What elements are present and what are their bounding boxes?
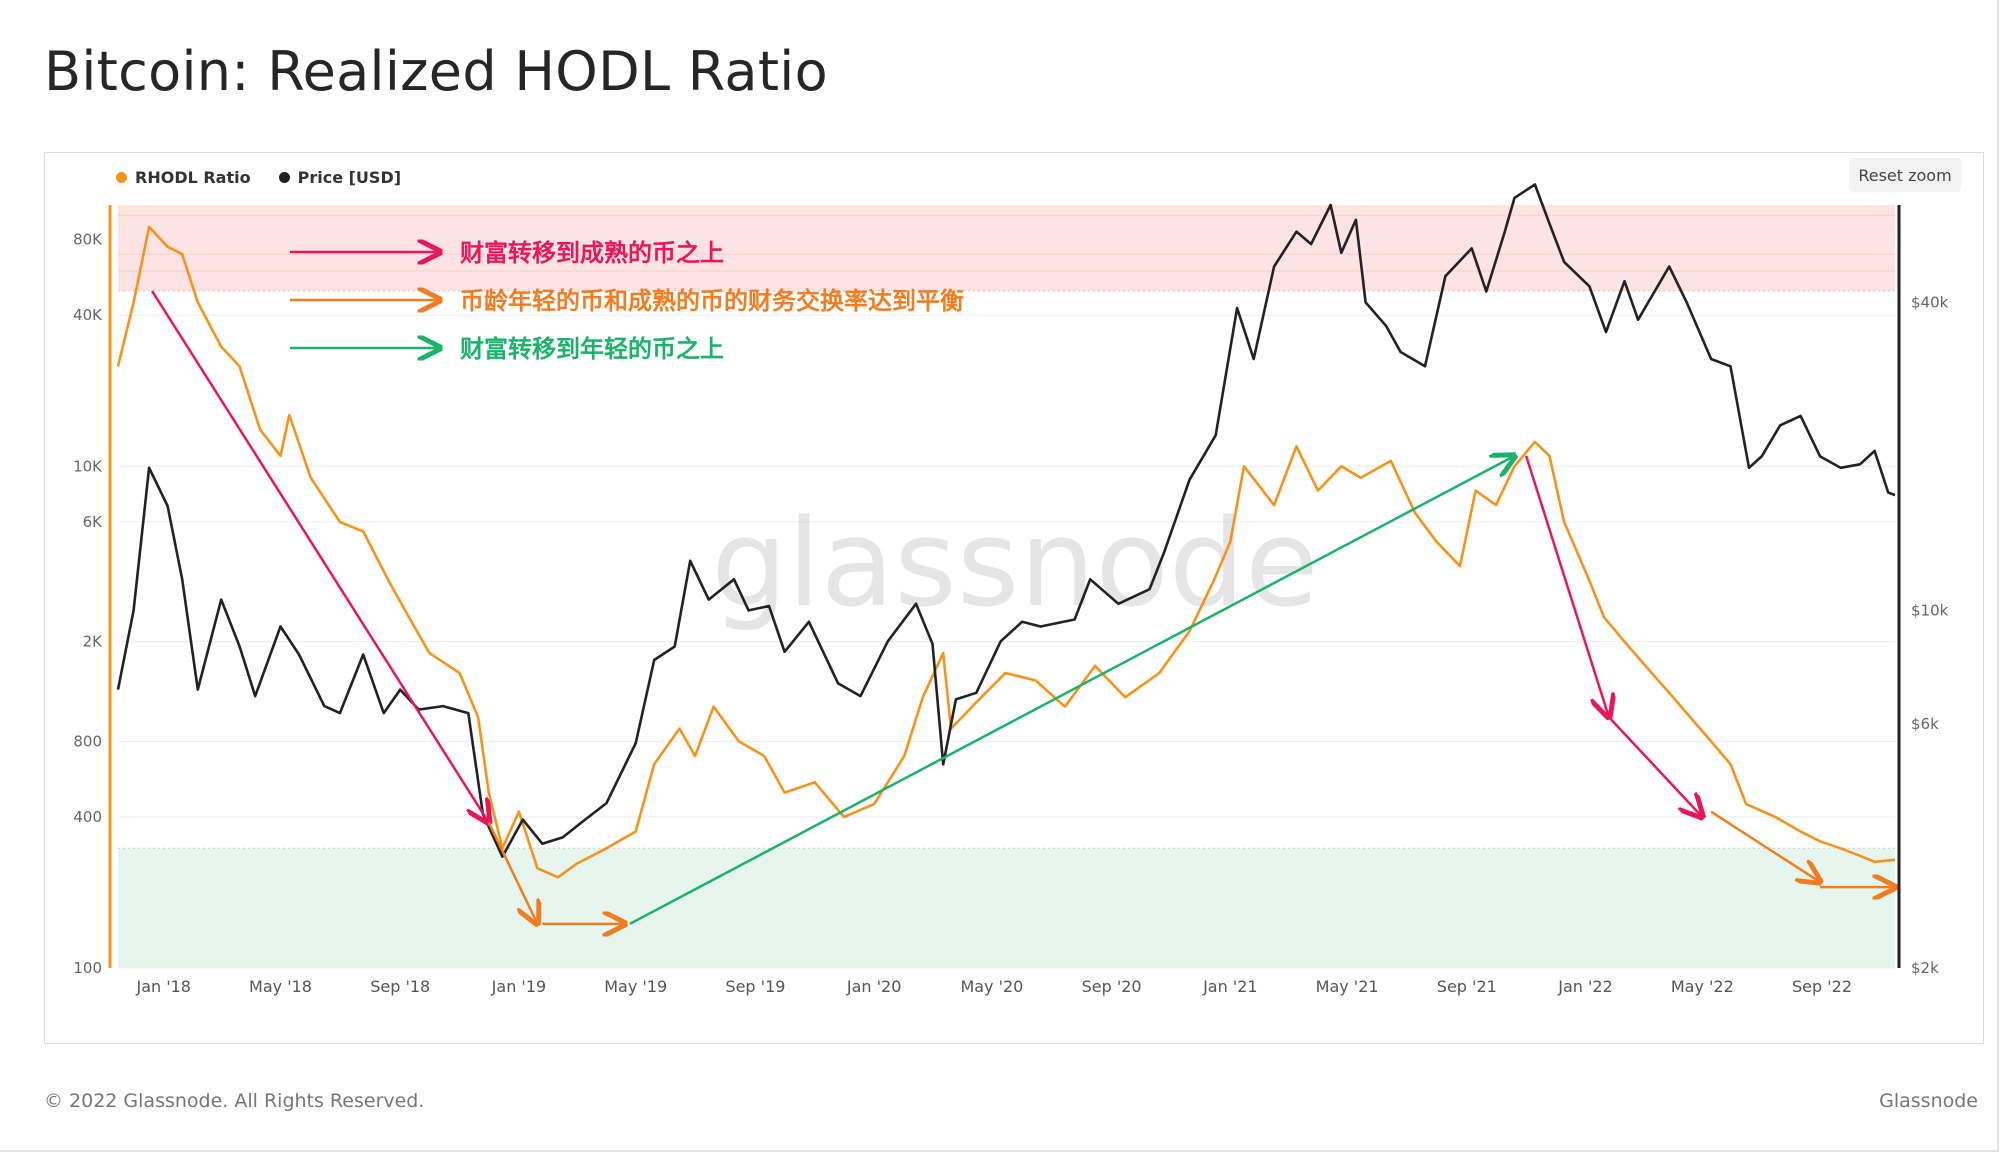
trend-arrows bbox=[151, 290, 1895, 925]
reset-zoom-button[interactable]: Reset zoom bbox=[1849, 158, 1961, 192]
annotation-text: 币龄年轻的币和成熟的币的财务交换率达到平衡 bbox=[460, 287, 964, 315]
rhodl-ratio-line bbox=[116, 225, 1896, 879]
x-tick-label: May '20 bbox=[960, 977, 1023, 996]
x-tick-label: Sep '22 bbox=[1792, 977, 1852, 996]
left-tick-label: 40K bbox=[73, 306, 103, 324]
x-tick-label: May '19 bbox=[604, 977, 667, 996]
x-tick-label: Jan '21 bbox=[1202, 977, 1258, 996]
legend-item-rhodl[interactable]: RHODL Ratio bbox=[116, 168, 251, 187]
right-tick-label: $10k bbox=[1911, 601, 1949, 619]
chart-legend: RHODL Ratio Price [USD] bbox=[116, 168, 401, 187]
left-tick-label: 6K bbox=[83, 513, 104, 531]
series-lines bbox=[116, 183, 1896, 879]
legend-label-rhodl: RHODL Ratio bbox=[135, 168, 251, 187]
x-tick-label: Sep '19 bbox=[725, 977, 785, 996]
axes: 100 400 800 2K 6K 10K 40K 80K $2k $6k $10k $40k Jan … bbox=[73, 205, 1949, 996]
left-tick-label: 80K bbox=[73, 231, 103, 249]
watermark-text: glassnode bbox=[711, 495, 1319, 634]
legend-dot-price bbox=[278, 172, 290, 183]
x-tick-label: Jan '19 bbox=[491, 977, 547, 996]
right-tick-label: $2k bbox=[1911, 959, 1939, 977]
annotations: 财富转移到成熟的币之上币龄年轻的币和成熟的币的财务交换率达到平衡财富转移到年轻的… bbox=[290, 239, 964, 363]
right-tick-label: $40k bbox=[1911, 293, 1949, 311]
left-tick-label: 400 bbox=[73, 808, 102, 826]
legend-label-price: Price [USD] bbox=[297, 168, 402, 187]
trend-arrow bbox=[629, 456, 1515, 925]
upper-zone-band bbox=[118, 205, 1895, 291]
trend-arrow bbox=[1710, 810, 1820, 882]
annotation-text: 财富转移到年轻的币之上 bbox=[460, 335, 724, 363]
legend-item-price[interactable]: Price [USD] bbox=[278, 168, 402, 187]
x-tick-label: May '22 bbox=[1671, 977, 1734, 996]
trend-arrow bbox=[151, 290, 489, 823]
x-tick-label: Sep '18 bbox=[370, 977, 430, 996]
trend-arrow bbox=[487, 822, 538, 924]
lower-zone-band bbox=[118, 848, 1895, 968]
x-tick-label: Jan '20 bbox=[846, 977, 902, 996]
left-tick-label: 100 bbox=[73, 959, 102, 977]
grid-lines bbox=[118, 214, 1895, 969]
legend-dot-rhodl bbox=[116, 172, 127, 183]
copyright-text: © 2022 Glassnode. All Rights Reserved. bbox=[44, 1090, 425, 1112]
footer-brand: Glassnode bbox=[1879, 1090, 1978, 1112]
price-line bbox=[116, 183, 1896, 859]
left-tick-label: 10K bbox=[73, 457, 103, 475]
left-tick-label: 2K bbox=[83, 633, 104, 651]
x-tick-label: Sep '20 bbox=[1082, 977, 1142, 996]
x-tick-label: Sep '21 bbox=[1437, 977, 1497, 996]
x-tick-label: May '21 bbox=[1316, 977, 1379, 996]
x-tick-label: May '18 bbox=[249, 977, 312, 996]
page-title: Bitcoin: Realized HODL Ratio bbox=[44, 40, 828, 103]
zone-bands bbox=[118, 205, 1895, 968]
left-tick-label: 800 bbox=[73, 732, 102, 750]
right-tick-label: $6k bbox=[1911, 715, 1939, 733]
x-tick-label: Jan '18 bbox=[135, 977, 191, 996]
trend-arrow bbox=[1607, 716, 1702, 817]
trend-arrow bbox=[1524, 455, 1609, 717]
annotation-text: 财富转移到成熟的币之上 bbox=[460, 239, 724, 267]
x-tick-label: Jan '22 bbox=[1557, 977, 1613, 996]
